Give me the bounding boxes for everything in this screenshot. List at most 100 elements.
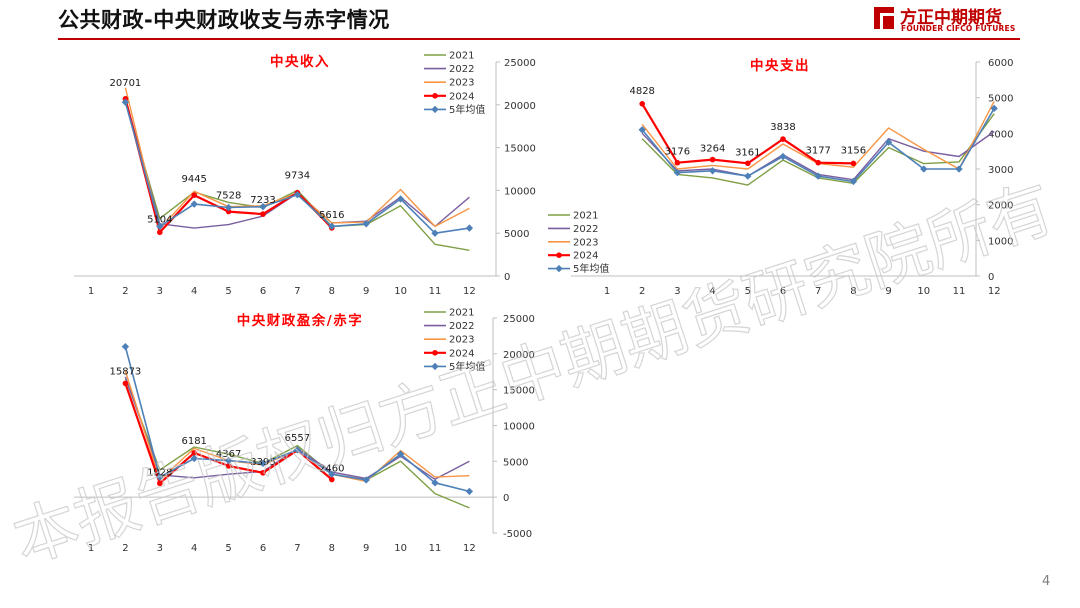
x-tick-label: 2 (122, 543, 128, 554)
x-tick-label: 12 (988, 286, 1001, 297)
series-point-2024 (639, 101, 645, 107)
series-point-avg (638, 126, 646, 134)
legend-label: 2024 (449, 91, 474, 102)
legend-label: 2024 (573, 251, 598, 262)
x-tick-label: 5 (225, 286, 231, 297)
x-tick-label: 10 (394, 543, 407, 554)
data-label: 9734 (285, 171, 310, 182)
legend-label: 5年均值 (449, 103, 485, 116)
series-point-2024 (745, 160, 751, 167)
x-tick-label: 3 (157, 543, 163, 554)
legend-label: 2024 (449, 348, 474, 359)
series-point-avg (156, 222, 164, 231)
series-point-avg (224, 456, 233, 465)
x-tick-label: 11 (429, 543, 442, 554)
data-label: 3177 (805, 146, 830, 157)
x-tick-label: 3 (157, 286, 163, 297)
logo-text-cn: 方正中期期货 (900, 8, 1002, 28)
y-tick-label: 10000 (503, 422, 535, 433)
x-tick-label: 12 (463, 543, 476, 554)
data-label: 3161 (735, 147, 760, 158)
series-point-avg (990, 104, 998, 113)
x-tick-label: 5 (225, 543, 231, 554)
series-line-2023 (124, 370, 470, 483)
legend-label: 2021 (449, 51, 474, 62)
series-point-avg (431, 479, 439, 487)
series-point-2024 (850, 160, 857, 167)
data-label: 6181 (181, 436, 206, 447)
data-label: 3838 (770, 122, 795, 133)
legend-label: 2022 (449, 321, 474, 332)
x-tick-label: 9 (885, 286, 891, 297)
series-point-avg (673, 168, 682, 177)
y-tick-label: 2000 (988, 201, 1013, 212)
data-label: 15873 (109, 366, 141, 377)
x-tick-label: 1 (88, 543, 94, 554)
data-label: 4367 (216, 449, 241, 460)
y-tick-label: 20000 (504, 101, 536, 112)
legend-label: 5年均值 (449, 360, 485, 373)
data-label: 4828 (629, 86, 654, 97)
y-tick-label: 0 (504, 272, 510, 283)
y-tick-label: 0 (503, 493, 509, 504)
y-tick-label: 15000 (504, 144, 536, 155)
series-point-2024 (674, 159, 681, 166)
chart-title: 中央支出 (750, 57, 810, 74)
x-tick-label: 12 (463, 286, 476, 297)
x-tick-label: 8 (329, 543, 335, 554)
brand-logo: 方正中期期货 FOUNDER CIFCO FUTURES (872, 3, 1022, 35)
series-point-2024 (260, 211, 266, 217)
series-point-avg (156, 473, 164, 481)
legend-label: 2022 (449, 64, 474, 75)
legend-marker-2024 (432, 93, 438, 99)
series-point-2024 (709, 156, 716, 163)
series-point-avg (121, 342, 130, 351)
series-point-avg (293, 446, 302, 454)
x-tick-label: 4 (709, 286, 715, 297)
x-tick-label: 11 (953, 286, 966, 297)
x-tick-label: 8 (329, 286, 335, 297)
legend-label: 2021 (449, 308, 474, 319)
chart-title: 中央财政盈余/赤字 (237, 312, 363, 329)
series-point-avg (190, 454, 198, 463)
series-point-avg (396, 195, 405, 203)
x-tick-label: 10 (917, 286, 930, 297)
legend-label: 5年均值 (573, 262, 609, 275)
x-tick-label: 4 (191, 286, 197, 297)
x-tick-label: 6 (780, 286, 786, 297)
legend-label: 2021 (573, 211, 598, 222)
data-label: 9445 (181, 174, 206, 185)
y-tick-label: 6000 (988, 58, 1013, 69)
series-point-avg (259, 202, 267, 211)
x-tick-label: 8 (850, 286, 856, 297)
legend-marker-avg (431, 362, 439, 371)
series-point-2024 (191, 450, 197, 456)
header-rule (58, 38, 1020, 40)
legend-marker-avg (431, 105, 439, 114)
data-label: 3395 (250, 457, 275, 468)
series-point-avg (259, 459, 267, 468)
x-tick-label: 10 (394, 286, 407, 297)
data-label: 2460 (319, 464, 344, 475)
legend-label: 2023 (449, 335, 474, 346)
legend-label: 2023 (449, 78, 474, 89)
data-label: 3156 (841, 145, 866, 156)
logo-text-en: FOUNDER CIFCO FUTURES (901, 24, 1016, 33)
series-point-avg (224, 203, 233, 212)
x-tick-label: 2 (639, 286, 645, 297)
series-point-2024 (225, 463, 232, 469)
series-line-5年均值 (124, 346, 470, 493)
x-tick-label: 7 (815, 286, 821, 297)
chart-title: 中央收入 (270, 53, 330, 70)
x-tick-label: 3 (674, 286, 680, 297)
page-title: 公共财政-中央财政收支与赤字情况 (58, 8, 390, 32)
data-label: 3176 (665, 147, 690, 158)
series-point-avg (849, 177, 858, 186)
data-label: 5616 (319, 210, 344, 221)
series-point-2024 (191, 192, 197, 198)
series-point-avg (955, 165, 963, 173)
x-tick-label: 7 (294, 543, 300, 554)
